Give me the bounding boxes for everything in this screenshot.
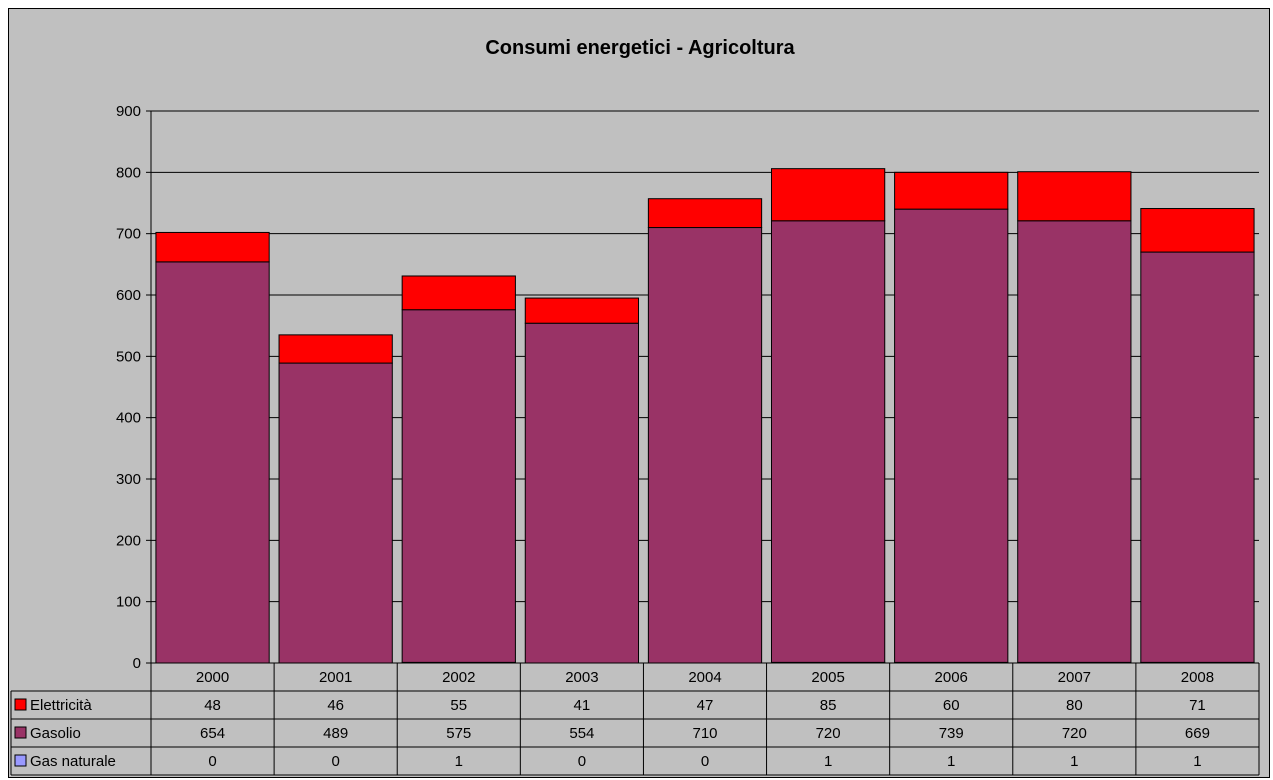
data-label: 1 [1193, 753, 1201, 770]
y-tick-label: 700 [116, 226, 141, 243]
chart-area: Consumi energetici - Agricoltura 0 100 200… [8, 8, 1270, 778]
data-label: 720 [1062, 725, 1087, 742]
legend-swatch [14, 698, 27, 711]
data-label: 0 [208, 753, 216, 770]
data-label: 71 [1189, 697, 1206, 714]
data-label: 41 [574, 697, 591, 714]
data-label: 739 [939, 725, 964, 742]
bar-gasolio-2003 [524, 322, 640, 664]
bar-elettricita-2005 [770, 168, 886, 222]
y-tick-label: 200 [116, 532, 141, 549]
bar-elettricita-2007 [1017, 171, 1132, 222]
data-label: 46 [327, 697, 344, 714]
y-tick-label: 400 [116, 410, 141, 427]
legend-swatch [14, 726, 27, 739]
y-tick-label: 600 [116, 287, 141, 304]
bar-elettricita-2000 [155, 231, 270, 263]
bar-gasolio-2006 [894, 208, 1009, 663]
x-tick-label: 2005 [811, 669, 844, 686]
data-label: 1 [824, 753, 832, 770]
bar-gasolio-2000 [155, 261, 270, 664]
bar-gasolio-2007 [1017, 220, 1132, 663]
data-label: 55 [450, 697, 467, 714]
x-tick-label: 2003 [565, 669, 598, 686]
legend-label: Gasolio [30, 725, 81, 742]
bar-gasolio-2008 [1140, 251, 1255, 663]
data-label: 85 [820, 697, 837, 714]
data-label: 554 [569, 725, 594, 742]
x-tick-label: 2004 [688, 669, 721, 686]
data-label: 1 [1070, 753, 1078, 770]
data-label: 48 [204, 697, 221, 714]
bar-gasolio-2002 [401, 309, 516, 663]
x-tick-label: 2006 [935, 669, 968, 686]
bar-elettricita-2003 [524, 297, 640, 324]
bar-gasolio-2004 [647, 227, 763, 664]
bar-elettricita-2006 [894, 171, 1009, 210]
data-label: 0 [701, 753, 709, 770]
data-label: 669 [1185, 725, 1210, 742]
legend-label: Elettricità [30, 697, 92, 714]
y-tick-label: 100 [116, 594, 141, 611]
x-tick-label: 2000 [196, 669, 229, 686]
bar-elettricita-2001 [278, 334, 393, 364]
legend-label: Gas naturale [30, 753, 116, 770]
data-label: 489 [323, 725, 348, 742]
x-tick-label: 2008 [1181, 669, 1214, 686]
x-tick-label: 2007 [1058, 669, 1091, 686]
data-label: 0 [331, 753, 339, 770]
y-tick-label: 500 [116, 348, 141, 365]
y-tick-label: 800 [116, 164, 141, 181]
data-label: 60 [943, 697, 960, 714]
y-tick-label: 0 [133, 655, 141, 672]
data-label: 1 [455, 753, 463, 770]
data-label: 47 [697, 697, 714, 714]
legend-swatch [14, 754, 27, 767]
y-tick-label: 300 [116, 471, 141, 488]
data-label: 0 [578, 753, 586, 770]
data-label: 1 [947, 753, 955, 770]
x-tick-label: 2002 [442, 669, 475, 686]
bar-elettricita-2008 [1140, 208, 1255, 253]
bar-elettricita-2002 [401, 275, 516, 311]
chart-title: Consumi energetici - Agricoltura [485, 37, 795, 59]
x-tick-label: 2001 [319, 669, 352, 686]
y-tick-label: 900 [116, 103, 141, 120]
data-label: 710 [692, 725, 717, 742]
bar-elettricita-2004 [647, 198, 763, 229]
data-label: 720 [816, 725, 841, 742]
bar-gasolio-2001 [278, 362, 393, 664]
data-label: 80 [1066, 697, 1083, 714]
data-label: 654 [200, 725, 225, 742]
bar-gasolio-2005 [770, 220, 886, 663]
data-label: 575 [446, 725, 471, 742]
